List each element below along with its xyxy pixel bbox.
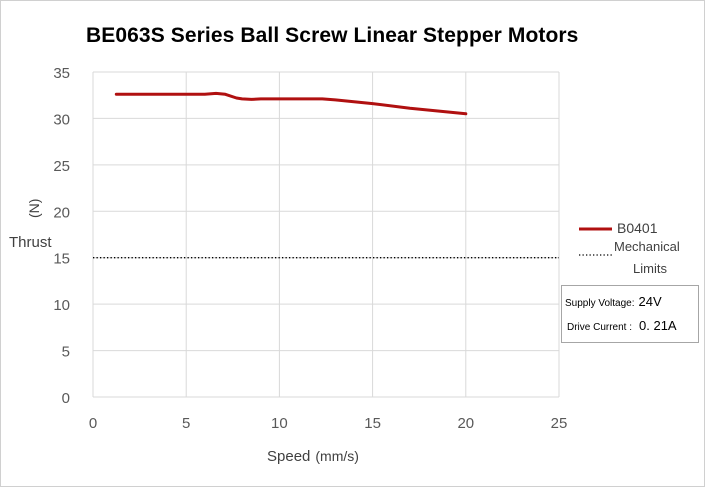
- x-axis-title: Speed: [267, 448, 311, 465]
- x-tick-label: 0: [89, 415, 97, 432]
- supply-voltage-value: 24V: [638, 294, 662, 309]
- y-tick-label: 30: [53, 111, 70, 128]
- y-tick-label: 25: [53, 158, 70, 175]
- y-tick-label: 15: [53, 251, 70, 268]
- y-tick-label: 5: [62, 344, 70, 361]
- series-line-b0401: [114, 91, 468, 116]
- x-tick-label: 25: [551, 415, 568, 432]
- drive-current-row: Drive Current : 0. 21A: [567, 317, 677, 335]
- y-tick-label: 35: [53, 65, 70, 82]
- legend-label-mechanical: Mechanical: [614, 239, 680, 254]
- x-axis-unit: (mm/s): [315, 448, 359, 464]
- legend-label-limits: Limits: [633, 261, 667, 276]
- x-tick-label: 5: [182, 415, 190, 432]
- x-tick-label: 15: [364, 415, 381, 432]
- y-axis-unit: (N): [26, 198, 42, 218]
- drive-current-value: 0. 21A: [639, 318, 677, 333]
- x-tick-label: 10: [271, 415, 288, 432]
- supply-voltage-label: Supply Voltage:: [565, 298, 635, 309]
- y-tick-label: 10: [53, 297, 70, 314]
- y-axis-title: Thrust: [9, 234, 52, 251]
- x-tick-label: 20: [457, 415, 474, 432]
- spec-info-box: Supply Voltage: 24V Drive Current : 0. 21A: [561, 285, 699, 343]
- drive-current-label: Drive Current :: [567, 322, 633, 333]
- supply-voltage-row: Supply Voltage: 24V: [565, 293, 662, 311]
- legend-label-b0401: B0401: [617, 220, 658, 236]
- y-tick-label: 20: [53, 204, 70, 221]
- x-axis-title-wrap: Speed (mm/s): [267, 448, 359, 465]
- chart-title: BE063S Series Ball Screw Linear Stepper …: [86, 24, 579, 47]
- y-tick-label: 0: [62, 390, 70, 407]
